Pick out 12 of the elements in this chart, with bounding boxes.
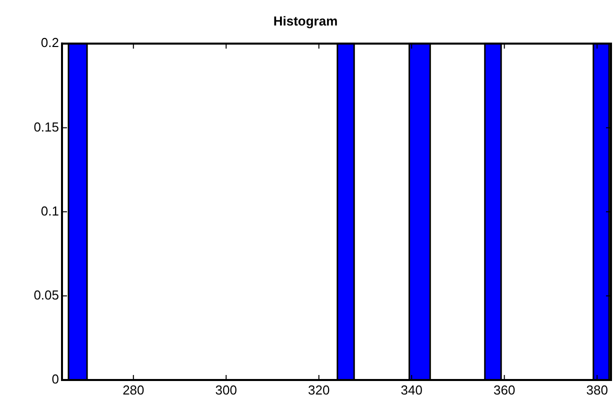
x-tick-label: 340 <box>400 382 422 398</box>
x-tick-label: 380 <box>586 382 608 398</box>
x-tick-label: 360 <box>494 382 516 398</box>
y-tick-label: 0.05 <box>34 287 59 302</box>
y-tick-label: 0 <box>52 372 59 387</box>
x-tick-label: 280 <box>122 382 144 398</box>
y-tick-label: 0.1 <box>40 203 59 218</box>
chart-title: Histogram <box>273 13 338 28</box>
x-tick-label: 300 <box>215 382 237 398</box>
y-tick-label: 0.2 <box>40 35 59 50</box>
y-tick-label: 0.15 <box>34 119 59 134</box>
x-tick-label: 320 <box>308 382 330 398</box>
